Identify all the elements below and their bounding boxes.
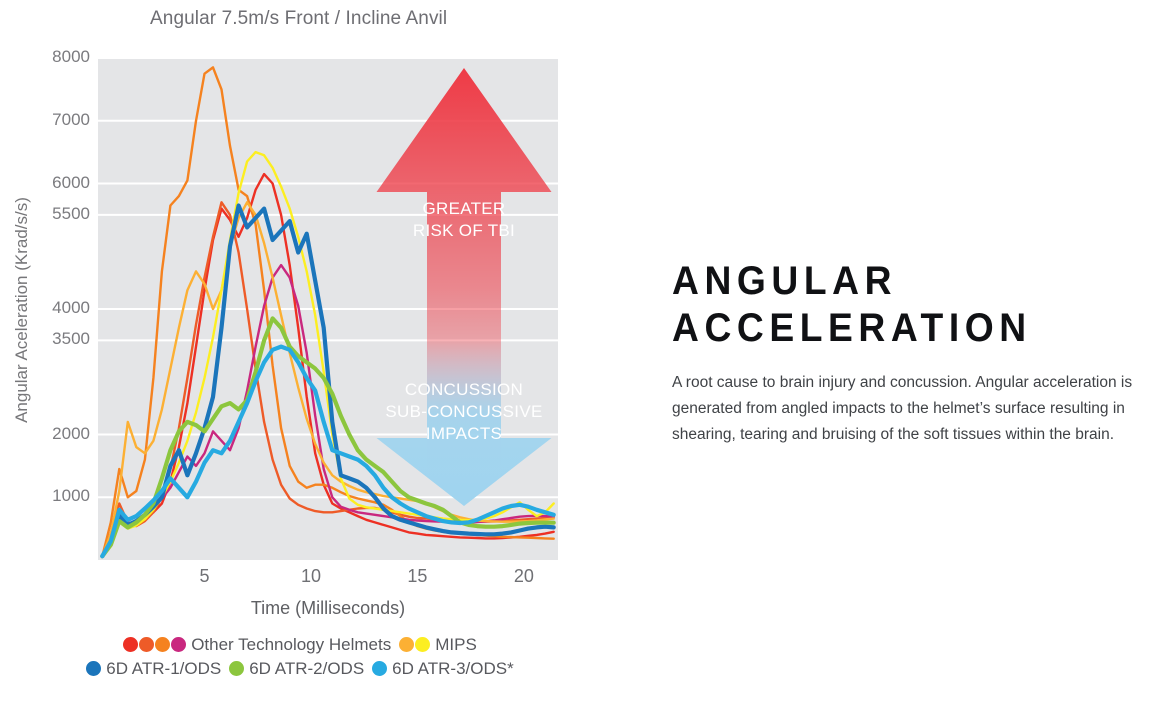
legend-color-dot [139, 637, 155, 652]
legend-item[interactable]: 6D ATR-1/ODS [86, 660, 221, 677]
chart-svg [98, 57, 558, 560]
x-axis-tick-label: 15 [407, 566, 428, 586]
legend-item[interactable]: MIPS [399, 636, 477, 653]
legend-color-dot [399, 637, 415, 652]
annotation-line: IMPACTS [425, 424, 503, 443]
y-axis-tick-label: 5500 [52, 203, 90, 223]
chart-panel: Angular 7.5m/s Front / Incline Anvil Ang… [0, 0, 600, 683]
series-line [101, 263, 555, 558]
legend-color-dot [86, 661, 102, 676]
legend-swatch-group [86, 661, 102, 676]
x-axis-ticks: 5 10 15 20 [0, 566, 600, 596]
annotation-line: RISK OF TBI [412, 221, 516, 240]
y-axis-tick-label: 3500 [52, 329, 90, 349]
greater-risk-annotation: GREATER RISK OF TBI [354, 198, 574, 242]
legend-label: Other Technology Helmets [191, 635, 392, 654]
description-panel: ANGULAR ACCELERATION A root cause to bra… [672, 0, 1142, 708]
legend-color-dot [229, 661, 245, 676]
legend-swatch-group [372, 661, 388, 676]
x-axis-tick-label: 10 [300, 566, 321, 586]
x-axis-label: Time (Milliseconds) [250, 598, 406, 618]
legend-item[interactable]: 6D ATR-3/ODS* [372, 660, 514, 677]
legend-item[interactable]: Other Technology Helmets [123, 636, 391, 653]
heading-line-2: ACCELERATION [672, 306, 1032, 350]
legend-swatch-group [123, 637, 187, 652]
y-axis-tick-label: 4000 [52, 298, 90, 317]
legend-label: 6D ATR-2/ODS [249, 659, 365, 678]
legend-label: 6D ATR-3/ODS* [392, 659, 514, 678]
section-heading: ANGULAR ACCELERATION [672, 258, 1109, 352]
chart-legend: Other Technology Helmets MIPS 6D ATR-1/OD… [0, 636, 600, 683]
legend-label: MIPS [435, 635, 477, 654]
annotation-line: GREATER [422, 199, 506, 218]
legend-label: 6D ATR-1/ODS [106, 659, 222, 678]
annotation-line: SUB-CONCUSSIVE [385, 402, 543, 421]
series-line [100, 203, 556, 559]
legend-row-1: Other Technology Helmets MIPS [0, 636, 600, 653]
y-axis-tick-label: 8000 [52, 47, 90, 66]
legend-color-dot [415, 637, 431, 652]
plot-area: Angular Aceleration (Krad/s/s) 8000 7000 6… [0, 0, 600, 618]
x-axis-tick-label: 5 [199, 566, 210, 586]
section-body-text: A root cause to brain injury and concuss… [672, 374, 1133, 443]
y-axis-tick-label: 7000 [52, 109, 90, 129]
series-line [100, 316, 556, 559]
legend-color-dot [155, 637, 171, 652]
legend-swatch-group [229, 661, 245, 676]
legend-swatch-group [399, 637, 431, 652]
legend-color-dot [372, 661, 388, 676]
annotation-line: CONCUSSION [404, 380, 524, 399]
heading-line-1: ANGULAR [672, 259, 898, 303]
y-axis-tick-label: 2000 [52, 423, 90, 443]
concussion-annotation: CONCUSSION SUB-CONCUSSIVE IMPACTS [354, 379, 574, 445]
y-axis-ticks: 8000 7000 6000 5500 4000 3500 2000 1000 [0, 0, 90, 600]
x-axis-tick-label: 20 [513, 566, 534, 586]
legend-row-2: 6D ATR-1/ODS 6D ATR-2/ODS 6D ATR-3/ODS* [0, 660, 600, 677]
legend-color-dot [123, 637, 139, 652]
legend-color-dot [171, 637, 187, 652]
y-axis-tick-label: 1000 [52, 486, 90, 506]
chart-title: Angular 7.5m/s Front / Incline Anvil [150, 8, 448, 29]
legend-item[interactable]: 6D ATR-2/ODS [229, 660, 364, 677]
series-line [100, 344, 556, 559]
y-axis-tick-label: 6000 [52, 172, 90, 192]
